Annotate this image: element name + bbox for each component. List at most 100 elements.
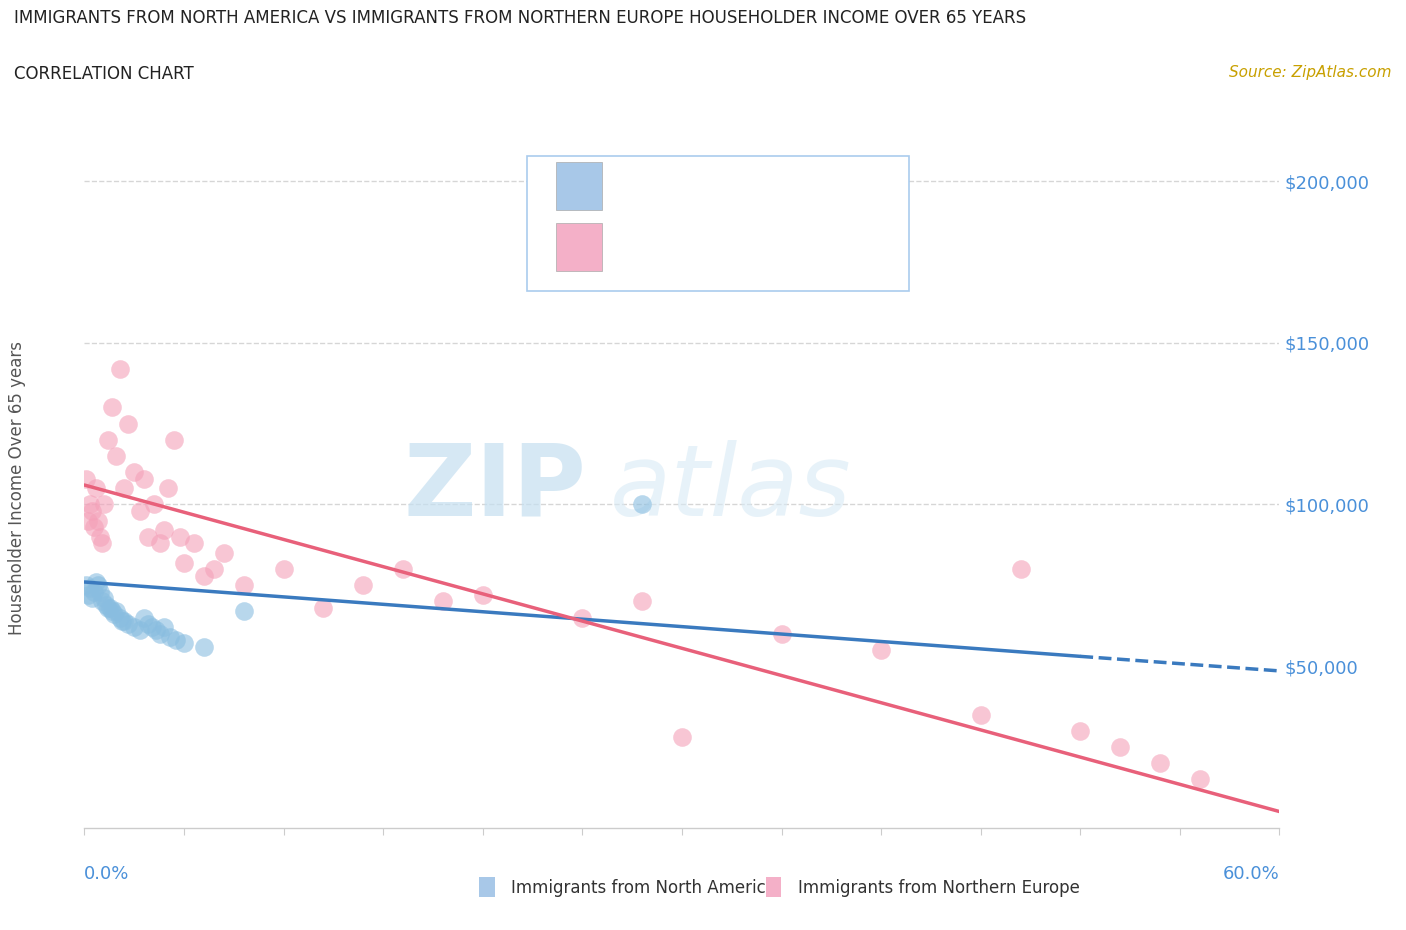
- Text: 0.0%: 0.0%: [84, 865, 129, 883]
- Point: [165, 632, 187, 647]
- Point: [105, 604, 128, 618]
- Point: [232, 578, 254, 592]
- Point: [82, 591, 104, 605]
- Point: [89, 584, 111, 599]
- Point: [352, 578, 374, 592]
- Point: [149, 536, 172, 551]
- Point: [97, 432, 120, 447]
- FancyBboxPatch shape: [557, 163, 602, 210]
- Point: [145, 623, 167, 638]
- Text: 60.0%: 60.0%: [1223, 865, 1279, 883]
- Point: [83, 584, 105, 599]
- Point: [432, 594, 454, 609]
- Point: [105, 448, 128, 463]
- Text: Immigrants from North America: Immigrants from North America: [512, 879, 776, 897]
- Point: [112, 614, 135, 629]
- Point: [83, 520, 105, 535]
- Point: [471, 588, 494, 603]
- Point: [93, 591, 115, 605]
- Point: [970, 707, 993, 722]
- Point: [122, 619, 145, 634]
- Point: [91, 594, 114, 609]
- Point: [110, 610, 132, 625]
- Point: [79, 581, 101, 596]
- Point: [671, 730, 693, 745]
- Point: [193, 568, 215, 583]
- Point: [1109, 739, 1132, 754]
- Point: [117, 617, 139, 631]
- Point: [141, 619, 163, 634]
- Point: [98, 601, 121, 616]
- Point: [101, 400, 124, 415]
- Point: [631, 594, 654, 609]
- Point: [870, 643, 893, 658]
- Point: [75, 578, 97, 592]
- Text: IMMIGRANTS FROM NORTH AMERICA VS IMMIGRANTS FROM NORTHERN EUROPE HOUSEHOLDER INC: IMMIGRANTS FROM NORTH AMERICA VS IMMIGRA…: [14, 9, 1026, 27]
- Point: [77, 513, 100, 528]
- Text: atlas: atlas: [610, 440, 852, 537]
- Point: [173, 555, 195, 570]
- Point: [136, 617, 159, 631]
- Point: [202, 562, 225, 577]
- Point: [93, 497, 115, 512]
- Point: [1069, 724, 1091, 738]
- Point: [110, 361, 132, 376]
- Point: [103, 607, 125, 622]
- Point: [212, 546, 235, 561]
- Point: [132, 472, 156, 486]
- Point: [163, 432, 186, 447]
- Point: [157, 481, 180, 496]
- Point: [129, 503, 152, 518]
- Point: [87, 513, 110, 528]
- Text: Householder Income Over 65 years: Householder Income Over 65 years: [8, 341, 25, 635]
- Point: [173, 636, 195, 651]
- Point: [143, 497, 166, 512]
- Point: [1149, 755, 1171, 770]
- Point: [101, 604, 124, 618]
- Point: [79, 497, 101, 512]
- Point: [97, 601, 120, 616]
- Text: R = -0.210: R = -0.210: [623, 177, 738, 195]
- Point: [89, 529, 111, 544]
- Point: [631, 497, 654, 512]
- Point: [770, 626, 793, 641]
- Text: ZIP: ZIP: [404, 440, 586, 537]
- Point: [75, 472, 97, 486]
- Point: [1010, 562, 1032, 577]
- Text: CORRELATION CHART: CORRELATION CHART: [14, 65, 194, 83]
- Point: [571, 610, 593, 625]
- Point: [112, 481, 135, 496]
- Text: N = 34: N = 34: [779, 177, 852, 195]
- Point: [136, 529, 159, 544]
- Text: N = 49: N = 49: [779, 238, 852, 257]
- Point: [82, 503, 104, 518]
- Point: [91, 536, 114, 551]
- Point: [149, 626, 172, 641]
- Point: [193, 639, 215, 654]
- Point: [273, 562, 295, 577]
- Point: [111, 614, 134, 629]
- Point: [153, 619, 176, 634]
- Text: Immigrants from Northern Europe: Immigrants from Northern Europe: [799, 879, 1080, 897]
- Point: [232, 604, 254, 618]
- Point: [117, 416, 139, 431]
- Point: [122, 465, 145, 480]
- Point: [153, 523, 176, 538]
- Point: [86, 481, 108, 496]
- Point: [159, 630, 181, 644]
- Text: Source: ZipAtlas.com: Source: ZipAtlas.com: [1229, 65, 1392, 80]
- Point: [86, 575, 108, 590]
- FancyBboxPatch shape: [527, 155, 908, 291]
- FancyBboxPatch shape: [557, 223, 602, 271]
- Point: [1188, 772, 1211, 787]
- Point: [183, 536, 205, 551]
- Point: [169, 529, 191, 544]
- Point: [96, 597, 118, 612]
- Point: [132, 610, 156, 625]
- Text: R = -0.428: R = -0.428: [623, 238, 738, 257]
- Point: [77, 588, 100, 603]
- Point: [129, 623, 152, 638]
- Point: [392, 562, 415, 577]
- Point: [87, 578, 110, 592]
- Point: [312, 601, 335, 616]
